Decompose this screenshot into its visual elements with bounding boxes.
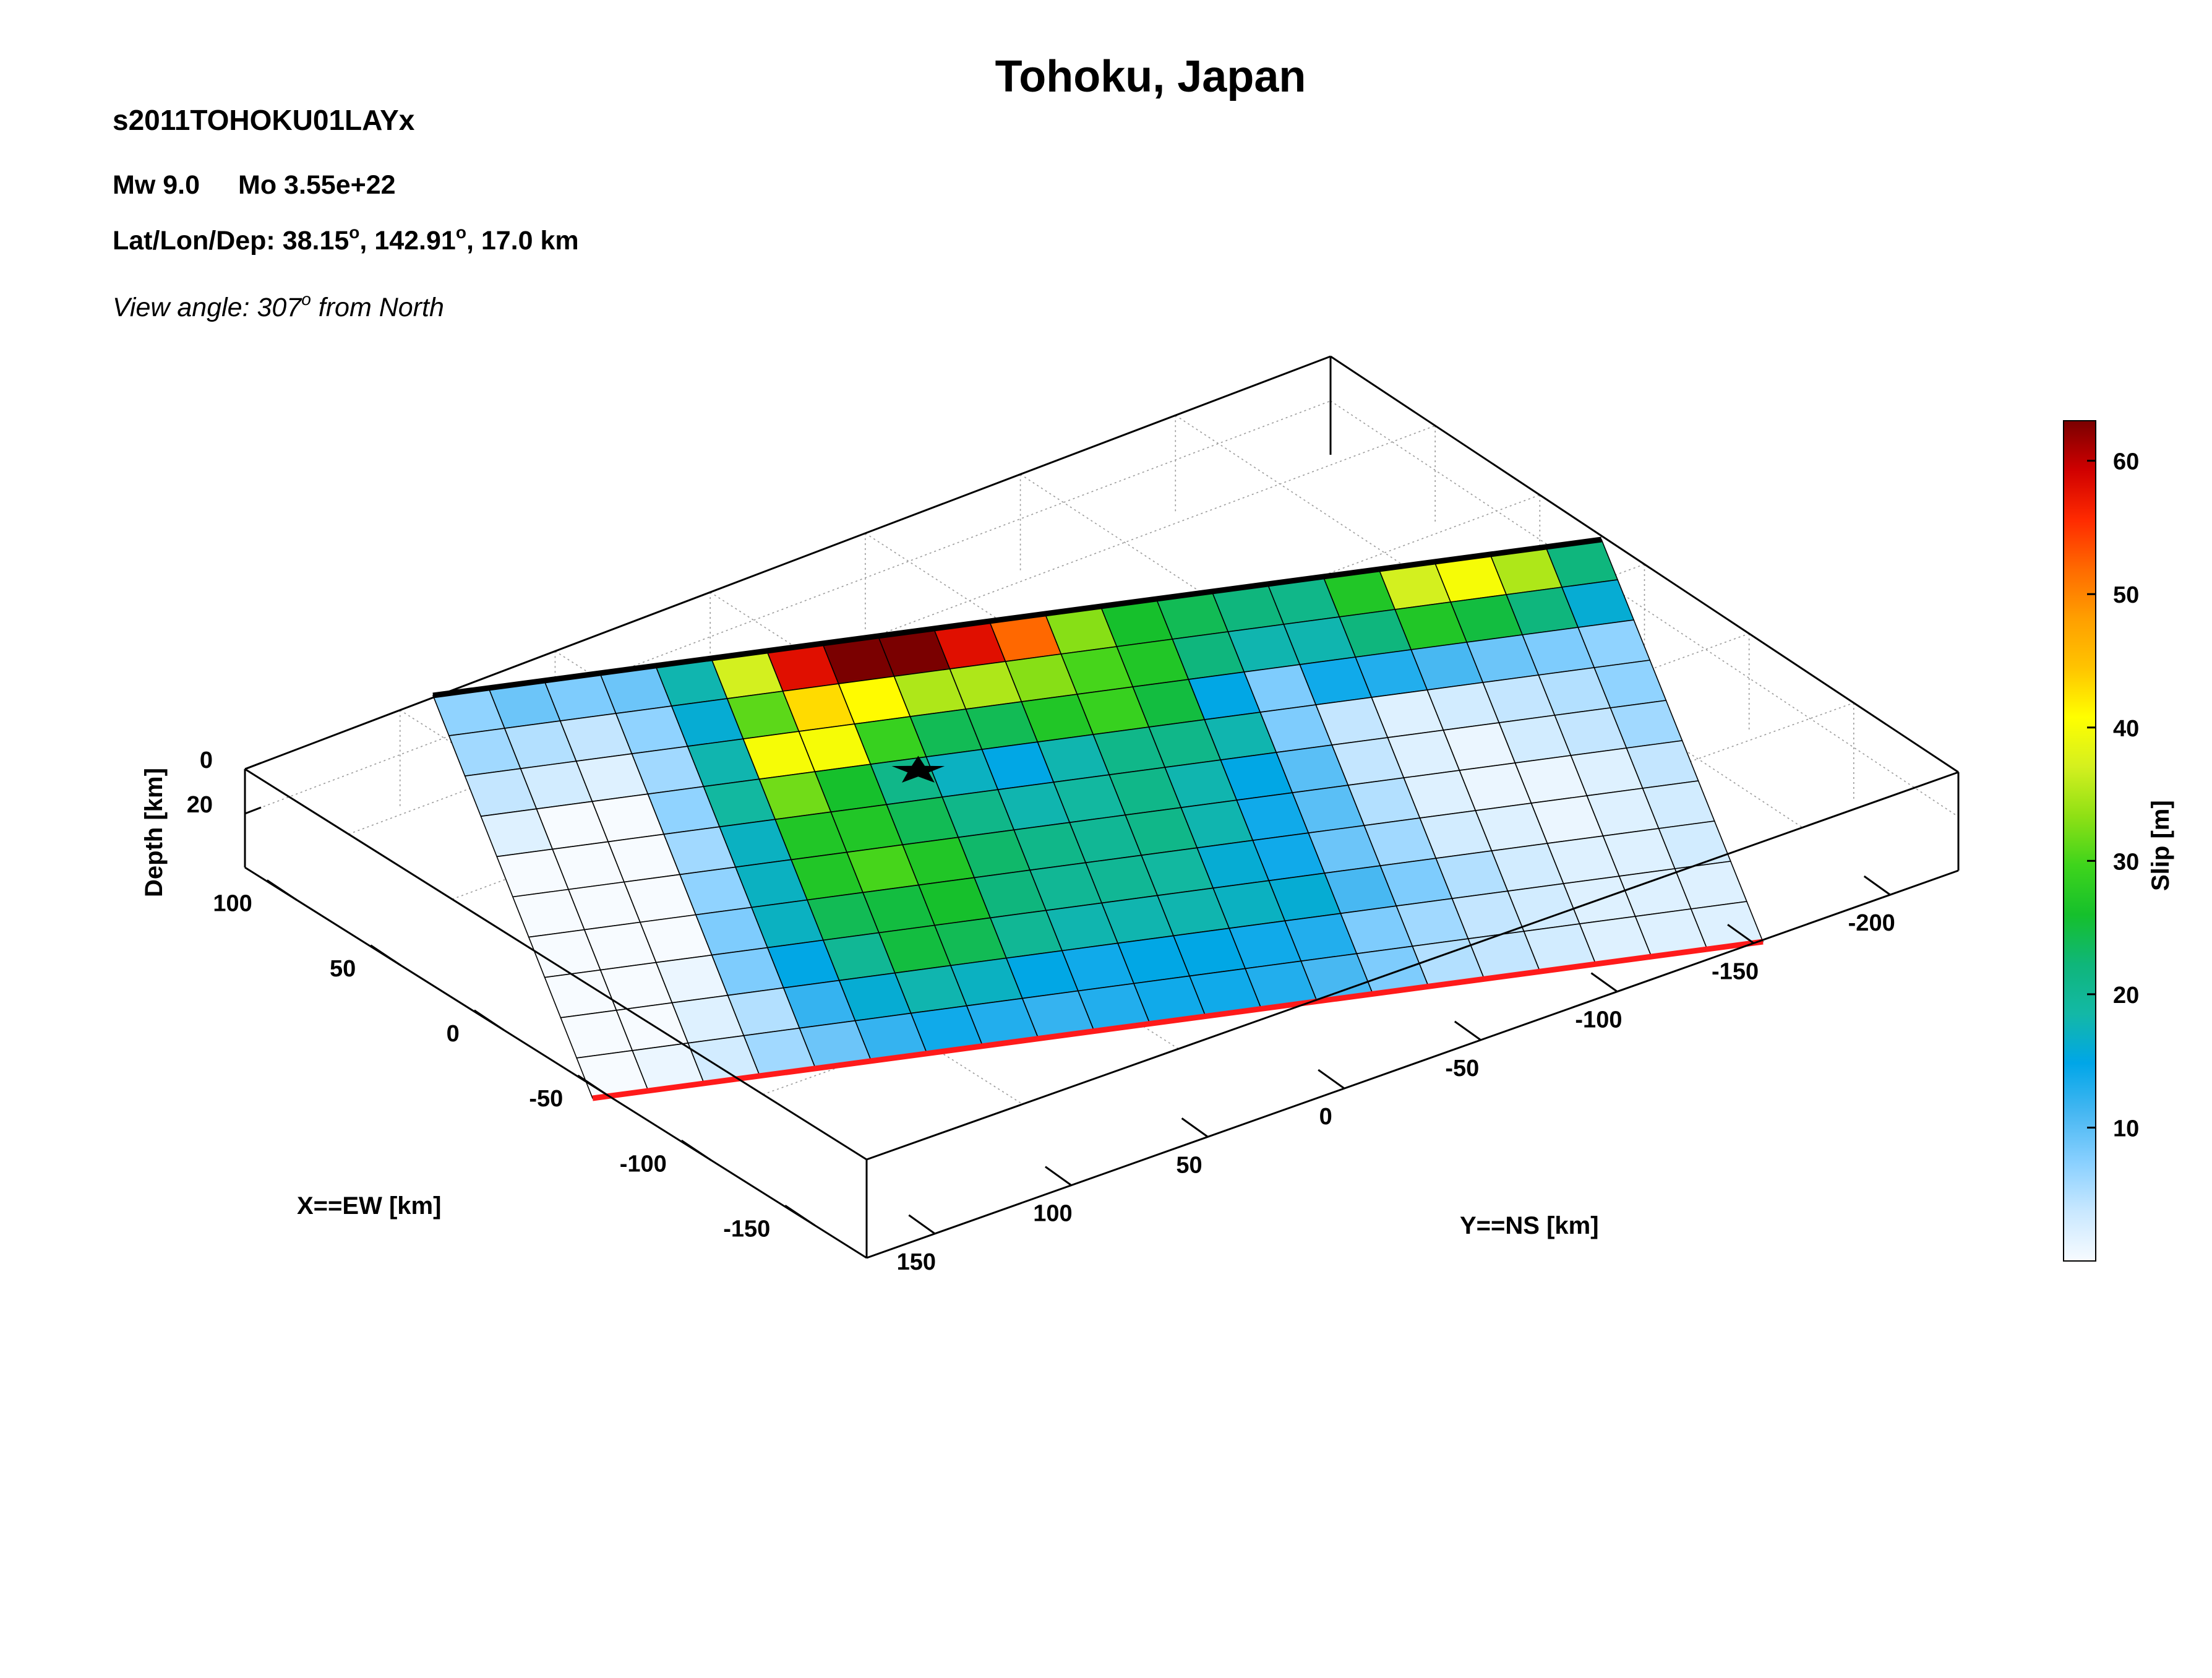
axes-box-back xyxy=(244,355,1960,871)
y-tick-label: -150 xyxy=(1712,958,1759,984)
y-axis-label: Y==NS [km] xyxy=(1460,1212,1599,1239)
y-tick-label: 150 xyxy=(897,1249,936,1275)
y-tick-label: -100 xyxy=(1575,1007,1622,1033)
y-tick-label: -50 xyxy=(1445,1056,1479,1082)
view-angle-suffix: from North xyxy=(311,293,444,322)
chart-title: Tohoku, Japan xyxy=(995,52,1306,101)
z-tick xyxy=(244,806,262,815)
x-tick-label: -150 xyxy=(723,1216,770,1242)
x-tick-label: -100 xyxy=(620,1151,667,1177)
view-angle-line: View angle: 307o from North xyxy=(113,290,444,322)
y-tick xyxy=(1318,1069,1345,1090)
fault-edges xyxy=(432,536,1764,1101)
y-tick-label: -200 xyxy=(1848,910,1895,936)
colorbar-tick-label: 40 xyxy=(2113,716,2139,742)
hypocenter-suffix: , 17.0 km xyxy=(466,226,579,256)
colorbar-tick-label: 10 xyxy=(2113,1116,2139,1142)
y-tick xyxy=(1590,972,1618,992)
y-tick-label: 100 xyxy=(1033,1201,1072,1227)
x-tick-label: 50 xyxy=(330,956,356,982)
trench-edge-top xyxy=(432,536,1602,699)
hypocenter-layer xyxy=(891,755,945,783)
y-tick xyxy=(1045,1166,1072,1186)
y-tick xyxy=(908,1214,936,1235)
z-tick xyxy=(244,762,262,770)
colorbar-tick-label: 30 xyxy=(2113,849,2139,875)
axes-box-front xyxy=(244,768,1959,1259)
x-tick xyxy=(370,944,401,966)
x-tick xyxy=(266,879,298,901)
fault-plane xyxy=(432,539,1764,1099)
box-edge xyxy=(244,866,867,1259)
y-tick xyxy=(1454,1020,1481,1041)
degree-mark-2: o xyxy=(456,223,466,242)
colorbar xyxy=(2063,420,2096,1262)
z-axis-label: Depth [km] xyxy=(140,768,168,897)
hypocenter-prefix: Lat/Lon/Dep: 38.15 xyxy=(113,226,349,256)
z-tick-label: 20 xyxy=(187,792,213,818)
x-tick xyxy=(784,1205,816,1226)
view-angle-prefix: View angle: 307 xyxy=(113,293,302,322)
colorbar-tick-label: 50 xyxy=(2113,582,2139,608)
colorbar-label: Slip [m] xyxy=(2147,800,2174,891)
gridline xyxy=(1020,473,1647,884)
x-tick-label: 100 xyxy=(213,891,252,917)
hypocenter-mid: , 142.91 xyxy=(359,226,455,256)
gridline xyxy=(1330,400,1959,817)
y-tick xyxy=(1181,1117,1209,1138)
box-edge xyxy=(866,869,1959,1259)
colorbar-ticks: 10 20 30 40 50 60 xyxy=(2087,449,2139,1142)
x-tick xyxy=(577,1074,609,1096)
colorbar-tick-label: 60 xyxy=(2113,449,2139,475)
hypocenter-line: Lat/Lon/Dep: 38.15o, 142.91o, 17.0 km xyxy=(113,223,579,256)
colorbar-tick-label: 20 xyxy=(2113,983,2139,1009)
fault-edge-bottom xyxy=(592,939,1764,1101)
x-tick xyxy=(473,1009,505,1031)
y-tick-label: 50 xyxy=(1176,1152,1202,1178)
axis-ticks: 100 50 0 -50 -100 -150 150 100 50 0 -50 -100 -150 -20… xyxy=(187,747,1895,1275)
magnitude-mw: Mw 9.0 xyxy=(113,170,200,200)
box-edge xyxy=(866,771,1959,1161)
view-degree-mark: o xyxy=(301,290,311,309)
x-tick-label: 0 xyxy=(447,1021,460,1047)
x-tick xyxy=(680,1140,712,1161)
event-id: s2011TOHOKU01LAYx xyxy=(113,104,415,136)
y-tick xyxy=(1863,875,1891,896)
x-tick-label: -50 xyxy=(529,1086,563,1112)
y-tick xyxy=(1727,924,1754,944)
x-axis-label: X==EW [km] xyxy=(297,1192,441,1220)
hypocenter-star xyxy=(891,755,945,783)
gridline xyxy=(244,400,1331,814)
box-edge xyxy=(1330,355,1959,773)
box-edge xyxy=(244,768,867,1161)
z-tick-label: 0 xyxy=(200,747,213,773)
y-tick-label: 0 xyxy=(1319,1104,1332,1130)
degree-mark-1: o xyxy=(349,223,359,242)
seismic-moment: Mo 3.55e+22 xyxy=(238,170,396,200)
box-edge xyxy=(244,355,1331,770)
gridline xyxy=(1175,415,1803,828)
